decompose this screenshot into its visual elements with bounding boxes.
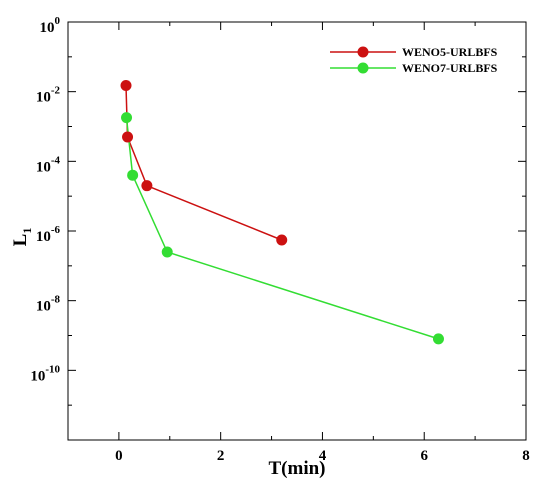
x-tick-label: 8 (522, 448, 530, 464)
series-lines (125, 85, 439, 340)
axis-ticks (67, 21, 527, 441)
data-point (432, 333, 444, 345)
data-point (276, 234, 288, 246)
data-point (121, 112, 133, 124)
x-tick-labels: 0 2 4 6 8 (115, 448, 530, 464)
data-point (120, 80, 132, 92)
data-point (122, 131, 134, 143)
y-tick-labels: 100 10-2 10-4 10-6 10-8 10-10 (30, 15, 60, 384)
x-tick-label: 4 (319, 448, 327, 464)
x-tick-label: 6 (420, 448, 428, 464)
legend-label: WENO5-URLBFS (402, 45, 498, 59)
data-point (141, 180, 153, 192)
y-tick-label: 10-10 (30, 363, 60, 384)
series-line-1 (125, 117, 439, 340)
plot-frame (67, 21, 527, 441)
y-tick-label: 10-6 (36, 224, 61, 245)
y-tick-label: 10-8 (36, 294, 61, 315)
data-point (161, 246, 173, 258)
y-axis-label: L1 (10, 228, 34, 247)
legend: WENO5-URLBFS WENO7-URLBFS (330, 45, 498, 75)
x-tick-label: 0 (115, 448, 123, 464)
x-tick-label: 2 (217, 448, 225, 464)
legend-marker (357, 46, 369, 58)
series-line-0 (125, 85, 282, 241)
y-tick-label: 100 (40, 15, 61, 36)
y-tick-label: 10-2 (36, 85, 61, 106)
legend-label: WENO7-URLBFS (402, 61, 498, 75)
legend-marker (357, 62, 369, 74)
x-axis-label: T(min) (269, 458, 326, 479)
y-axis-label-main: L (10, 234, 31, 247)
series-points (120, 80, 444, 345)
data-point (127, 169, 139, 181)
y-tick-label: 10-4 (36, 154, 61, 175)
y-axis-label-subscript: 1 (20, 228, 34, 234)
